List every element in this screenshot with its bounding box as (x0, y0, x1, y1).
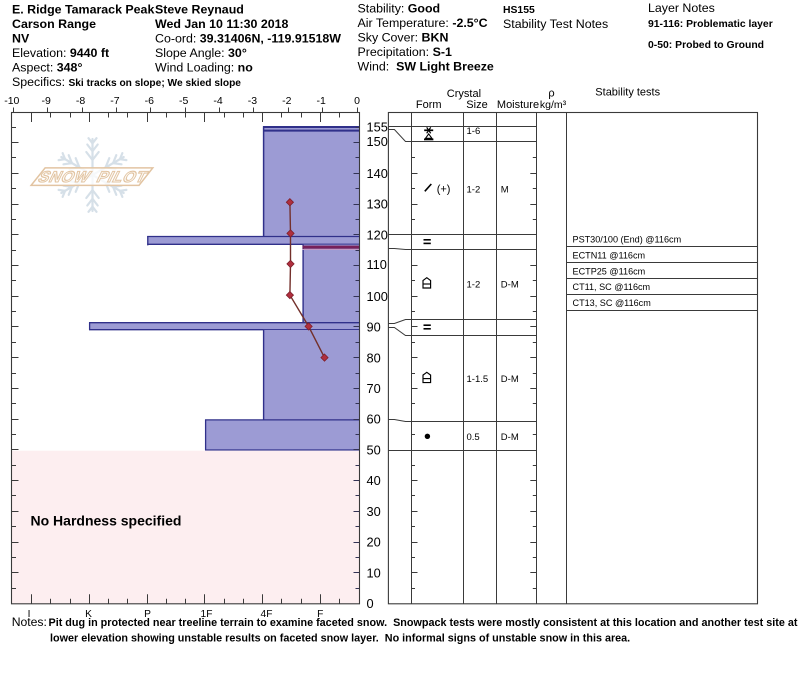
svg-text:Layer Notes: Layer Notes (648, 1, 715, 15)
svg-text:60: 60 (367, 412, 381, 427)
svg-text:30: 30 (367, 504, 381, 519)
svg-text:P: P (144, 609, 151, 620)
svg-text:Pit dug in protected near tree: Pit dug in protected near treeline terra… (49, 617, 798, 629)
svg-text:1-6: 1-6 (467, 126, 481, 137)
svg-text:Air Temperature: -2.5°C: Air Temperature: -2.5°C (358, 16, 488, 30)
svg-text:HS155: HS155 (503, 5, 535, 16)
svg-text:lower elevation showing unstab: lower elevation showing unstable results… (50, 632, 630, 644)
svg-text:Stability tests: Stability tests (595, 87, 660, 99)
svg-text:Wed Jan 10 11:30 2018: Wed Jan 10 11:30 2018 (155, 17, 289, 31)
svg-text:I: I (28, 609, 31, 620)
svg-text:140: 140 (367, 166, 388, 181)
svg-text:70: 70 (367, 381, 381, 396)
svg-text:90: 90 (367, 320, 381, 335)
svg-text:4F: 4F (261, 609, 273, 620)
svg-text:ECTN11 @116cm: ECTN11 @116cm (573, 251, 646, 261)
svg-text:Aspect: 348°: Aspect: 348° (12, 60, 82, 74)
svg-text:Elevation: 9440 ft: Elevation: 9440 ft (12, 46, 109, 60)
svg-text:-2: -2 (282, 95, 291, 107)
svg-text:120: 120 (367, 227, 388, 242)
svg-text:NV: NV (12, 32, 30, 46)
svg-text:Form: Form (416, 99, 442, 111)
svg-text:1-2: 1-2 (467, 280, 481, 291)
svg-text:10: 10 (367, 565, 381, 580)
svg-text:Co-ord: 39.31406N, -119.91518W: Co-ord: 39.31406N, -119.91518W (155, 32, 341, 46)
svg-text:CT11, SC @116cm: CT11, SC @116cm (573, 282, 651, 292)
svg-text:CT13, SC @116cm: CT13, SC @116cm (573, 298, 651, 308)
svg-text:D-M: D-M (501, 280, 519, 291)
svg-text:PST30/100 (End) @116cm: PST30/100 (End) @116cm (573, 235, 682, 245)
svg-text:K: K (85, 609, 92, 620)
svg-text:Wind Loading: no: Wind Loading: no (155, 60, 253, 74)
svg-text:ECTP25 @116cm: ECTP25 @116cm (573, 267, 646, 277)
svg-text:Crystal: Crystal (447, 88, 481, 100)
svg-text:Specifics: Ski tracks on slope: Specifics: Ski tracks on slope; We skied… (12, 75, 241, 89)
svg-text:Notes:: Notes: (12, 615, 47, 629)
svg-text:F: F (317, 609, 323, 620)
svg-text:Precipitation: S-1: Precipitation: S-1 (358, 45, 452, 59)
svg-text:1F: 1F (201, 609, 213, 620)
svg-text:-9: -9 (41, 95, 50, 107)
svg-text:1-1.5: 1-1.5 (467, 374, 489, 385)
svg-text:Carson Range: Carson Range (12, 17, 96, 31)
svg-text:-7: -7 (110, 95, 119, 107)
svg-text:Slope Angle: 30°: Slope Angle: 30° (155, 46, 247, 60)
svg-text:-5: -5 (179, 95, 188, 107)
svg-text:Stability: Good: Stability: Good (358, 2, 441, 16)
svg-text:(+): (+) (437, 183, 451, 195)
svg-text:20: 20 (367, 535, 381, 550)
svg-text:80: 80 (367, 350, 381, 365)
svg-text:D-M: D-M (501, 374, 519, 385)
svg-text:Sky Cover: BKN: Sky Cover: BKN (358, 31, 449, 45)
svg-text:0: 0 (367, 596, 374, 611)
svg-text:0.5: 0.5 (467, 432, 480, 443)
svg-text:0: 0 (354, 95, 360, 107)
svg-text:SNOW PILOT: SNOW PILOT (35, 169, 150, 186)
svg-text:40: 40 (367, 473, 381, 488)
svg-text:-10: -10 (4, 95, 19, 107)
svg-text:150: 150 (367, 134, 388, 149)
svg-text:Moisture: Moisture (497, 99, 539, 111)
svg-text:Steve Reynaud: Steve Reynaud (155, 3, 244, 17)
svg-text:E. Ridge Tamarack Peak: E. Ridge Tamarack Peak (12, 3, 154, 17)
svg-text:-3: -3 (248, 95, 257, 107)
svg-text:No Hardness specified: No Hardness specified (31, 513, 182, 529)
svg-text:M: M (501, 184, 509, 195)
svg-text:100: 100 (367, 289, 388, 304)
svg-text:110: 110 (367, 257, 387, 272)
svg-text:D-M: D-M (501, 432, 519, 443)
svg-text:-8: -8 (76, 95, 85, 107)
svg-text:ρ: ρ (548, 88, 554, 100)
svg-text:Wind: SW Light Breeze: Wind: SW Light Breeze (358, 60, 494, 74)
svg-text:Stability Test Notes: Stability Test Notes (503, 17, 608, 31)
svg-text:-1: -1 (316, 95, 325, 107)
svg-text:130: 130 (367, 197, 388, 212)
svg-text:50: 50 (367, 442, 381, 457)
svg-text:1-2: 1-2 (467, 184, 481, 195)
svg-text:kg/m³: kg/m³ (540, 99, 567, 111)
svg-text:-6: -6 (145, 95, 154, 107)
svg-text:91-116: Problematic layer: 91-116: Problematic layer (648, 19, 773, 30)
svg-text:0-50: Probed to Ground: 0-50: Probed to Ground (648, 40, 764, 51)
svg-text:-4: -4 (213, 95, 222, 107)
svg-text:155: 155 (367, 120, 388, 135)
svg-text:Size: Size (466, 99, 487, 111)
